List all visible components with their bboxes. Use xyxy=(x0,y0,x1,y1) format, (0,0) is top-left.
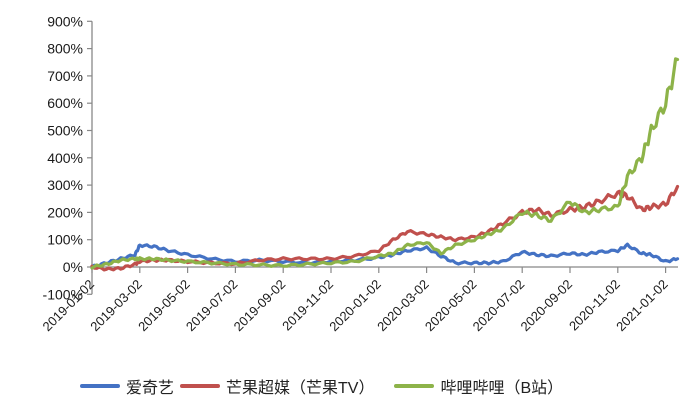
x-axis: 2019-01-022019-03-022019-05-022019-07-02… xyxy=(39,266,678,335)
y-tick-label: 200% xyxy=(47,204,83,220)
y-axis: 900% 800% 700% 600% 500% 400% 300% 200% 100% 0% -1… xyxy=(43,13,93,302)
y-tick-label: 100% xyxy=(47,232,83,248)
legend-item-mango: 芒果超媒（芒果TV） xyxy=(180,374,374,398)
legend-label-bilibili: 哔哩哔哩（B站） xyxy=(440,380,564,397)
legend-item-bilibili: 哔哩哔哩（B站） xyxy=(394,374,563,398)
legend: 爱奇艺 芒果超媒（芒果TV） 哔哩哔哩（B站） xyxy=(80,374,569,398)
x-tick-label: 2019-09-02 xyxy=(231,277,289,335)
y-tick-label: 400% xyxy=(47,150,83,166)
y-tick-label: 500% xyxy=(47,123,83,139)
y-tick-label: 800% xyxy=(47,41,83,57)
series-lines xyxy=(90,57,680,272)
y-tick-label: 600% xyxy=(47,95,83,111)
series-line-1 xyxy=(90,184,680,272)
y-tick-label: 900% xyxy=(47,13,83,29)
x-tick-label: 2021-01-02 xyxy=(613,277,671,335)
y-tick-label: 0% xyxy=(63,259,83,275)
legend-label-iqiyi: 爱奇艺 xyxy=(126,380,175,397)
line-chart: 900% 800% 700% 600% 500% 400% 300% 200% 100% 0% -1… xyxy=(39,13,680,335)
y-tick-label: 700% xyxy=(47,68,83,84)
legend-label-mango: 芒果超媒（芒果TV） xyxy=(226,380,375,397)
legend-swatch-iqiyi xyxy=(80,384,120,388)
y-tick-label: 300% xyxy=(47,177,83,193)
legend-item-iqiyi: 爱奇艺 xyxy=(80,374,174,398)
legend-swatch-bilibili xyxy=(394,384,435,388)
legend-swatch-mango xyxy=(180,384,221,388)
series-line-2 xyxy=(90,57,680,270)
series-line-0 xyxy=(90,242,680,269)
y-tick-label: -100% xyxy=(43,286,83,302)
x-tick-label: 2020-09-02 xyxy=(517,277,575,335)
